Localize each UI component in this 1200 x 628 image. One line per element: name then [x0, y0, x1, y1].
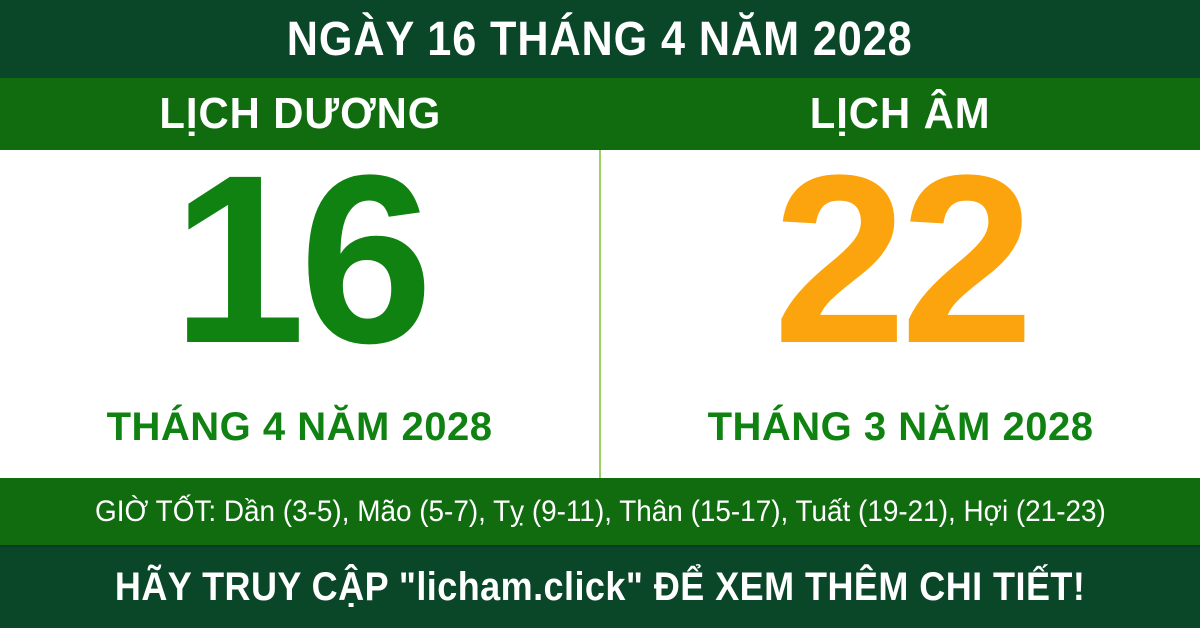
solar-calendar-panel: 16 THÁNG 4 NĂM 2028 — [0, 125, 599, 478]
lunar-calendar-panel: 22 THÁNG 3 NĂM 2028 — [601, 125, 1200, 478]
good-hours-bar: GIỜ TỐT: Dần (3-5), Mão (5-7), Tỵ (9-11)… — [0, 478, 1200, 545]
page-title: NGÀY 16 THÁNG 4 NĂM 2028 — [287, 12, 913, 66]
good-hours-text: GIỜ TỐT: Dần (3-5), Mão (5-7), Tỵ (9-11)… — [94, 494, 1106, 528]
vertical-divider — [599, 150, 601, 478]
date-header-bar: NGÀY 16 THÁNG 4 NĂM 2028 — [0, 0, 1200, 78]
solar-month-label: THÁNG 4 NĂM 2028 — [106, 405, 493, 449]
footer-cta-text: HÃY TRUY CẬP "licham.click" ĐỂ XEM THÊM … — [114, 565, 1086, 609]
lunar-day-number: 22 — [773, 125, 1034, 393]
lunar-calendar-label: LỊCH ÂM — [809, 89, 991, 138]
calendar-labels-row: LỊCH DƯƠNG LỊCH ÂM — [0, 78, 1200, 150]
footer-cta-bar: HÃY TRUY CẬP "licham.click" ĐỂ XEM THÊM … — [0, 545, 1200, 628]
lunar-month-label: THÁNG 3 NĂM 2028 — [707, 405, 1094, 449]
solar-calendar-label: LỊCH DƯƠNG — [159, 89, 441, 138]
lunar-calendar-header: LỊCH ÂM — [600, 78, 1200, 150]
calendar-body: 16 THÁNG 4 NĂM 2028 22 THÁNG 3 NĂM 2028 — [0, 125, 1200, 478]
solar-calendar-header: LỊCH DƯƠNG — [0, 78, 600, 150]
solar-day-number: 16 — [172, 125, 433, 393]
